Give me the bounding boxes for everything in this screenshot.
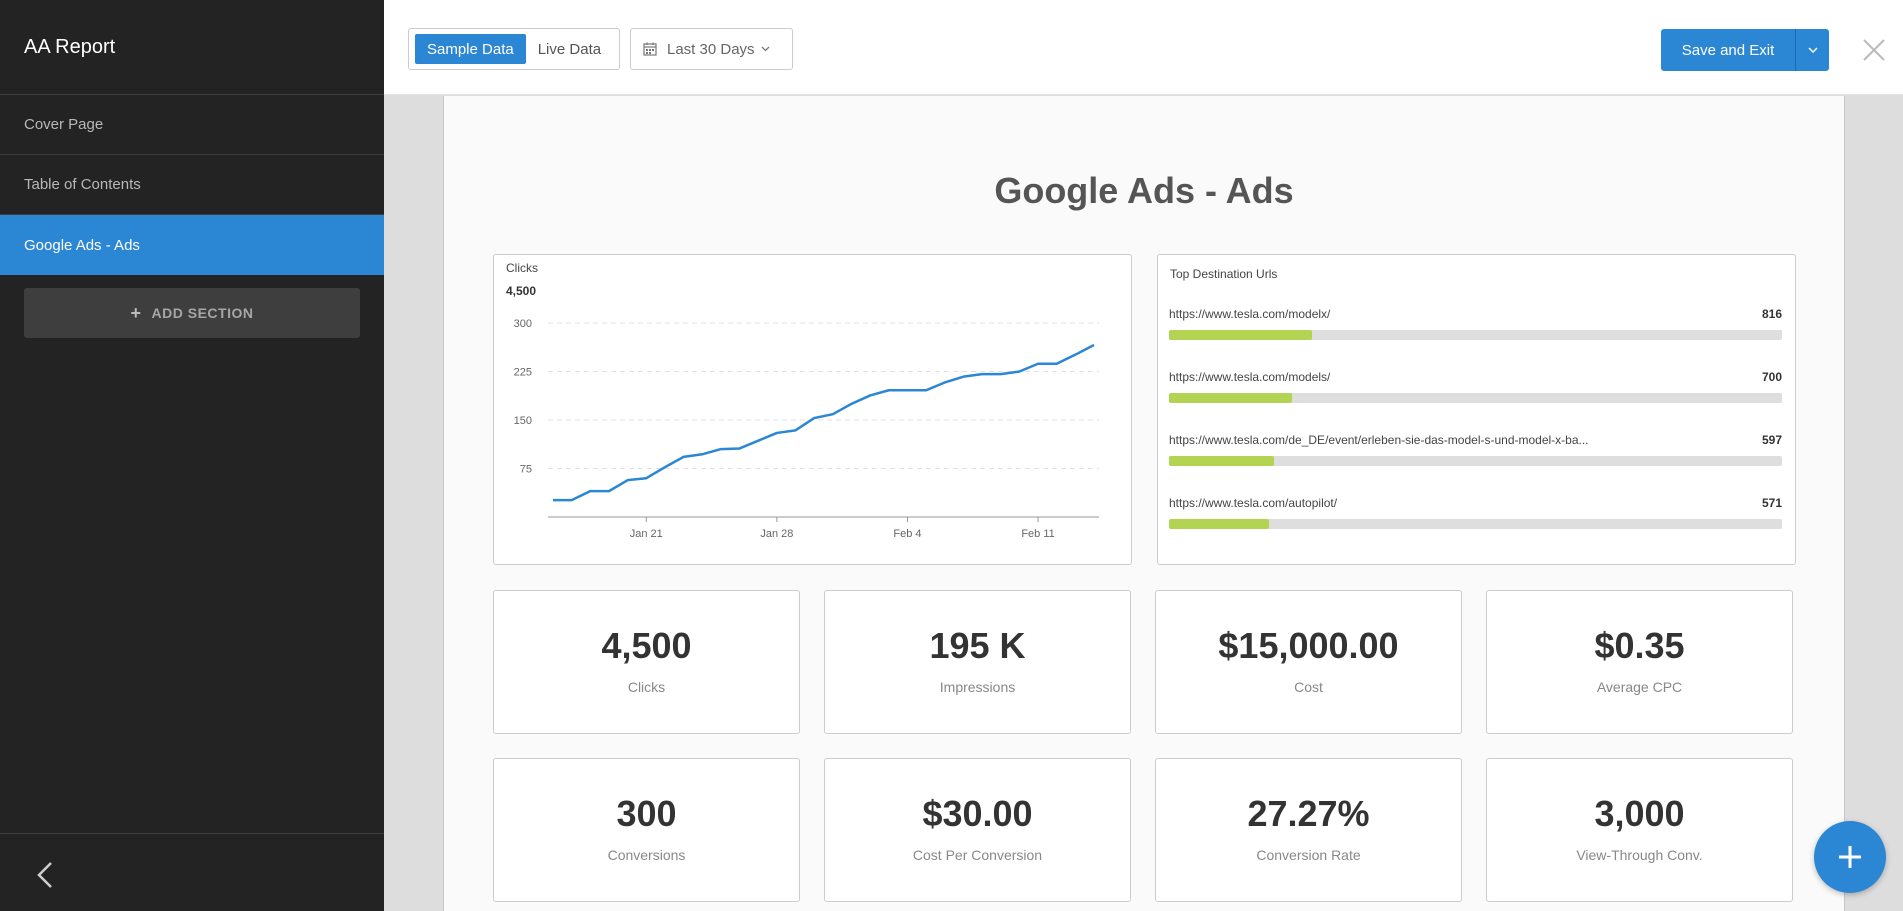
kpi-card[interactable]: 300 Conversions xyxy=(493,758,800,902)
kpi-value: $30.00 xyxy=(922,793,1033,834)
url-bar-fill xyxy=(1169,393,1292,403)
chevron-down-icon xyxy=(1807,47,1818,53)
live-data-button[interactable]: Live Data xyxy=(537,40,602,58)
save-and-exit-button[interactable]: Save and Exit xyxy=(1661,29,1795,71)
sidebar-item-google-ads-ads[interactable]: Google Ads - Ads xyxy=(0,215,384,275)
kpi-card[interactable]: $30.00 Cost Per Conversion xyxy=(824,758,1131,902)
sidebar-footer xyxy=(0,833,384,911)
y-tick-label: 150 xyxy=(514,415,532,427)
plus-icon xyxy=(1839,846,1861,868)
kpi-card[interactable]: 195 K Impressions xyxy=(824,590,1131,734)
sample-data-button[interactable]: Sample Data xyxy=(415,34,526,64)
url-text: https://www.tesla.com/de_DE/event/erlebe… xyxy=(1169,433,1589,447)
clicks-series-line xyxy=(553,343,1095,502)
kpi-value: 4,500 xyxy=(601,625,692,666)
x-tick-label: Feb 11 xyxy=(1021,528,1054,540)
x-tick-label: Jan 21 xyxy=(630,528,663,540)
kpi-card[interactable]: $0.35 Average CPC xyxy=(1486,590,1793,734)
clicks-chart-widget[interactable]: Clicks 4,500 300 225 150 75 Jan 21 Jan 28 Feb … xyxy=(493,254,1132,565)
url-text: https://www.tesla.com/models/ xyxy=(1169,370,1331,384)
x-tick-label: Jan 28 xyxy=(760,528,793,540)
clicks-line-chart: 300 225 150 75 Jan 21 Jan 28 Feb 4 Feb 11 xyxy=(514,318,1099,540)
kpi-card[interactable]: 27.27% Conversion Rate xyxy=(1155,758,1462,902)
page-title: Google Ads - Ads xyxy=(994,170,1294,211)
kpi-label: Impressions xyxy=(939,679,1016,695)
url-value: 700 xyxy=(1761,370,1782,384)
url-text: https://www.tesla.com/modelx/ xyxy=(1169,307,1331,321)
kpi-label: Cost Per Conversion xyxy=(912,847,1043,863)
url-bar-track xyxy=(1169,456,1782,466)
top-toolbar: Sample Data Live Data Last 30 Days Save … xyxy=(384,0,1903,95)
kpi-card[interactable]: $15,000.00 Cost xyxy=(1155,590,1462,734)
urls-title: Top Destination Urls xyxy=(1170,267,1278,281)
kpi-value: 300 xyxy=(616,793,677,834)
close-button[interactable] xyxy=(1860,36,1888,64)
url-bar-fill xyxy=(1169,456,1274,466)
sidebar-item-table-of-contents[interactable]: Table of Contents xyxy=(0,155,384,215)
calendar-icon xyxy=(643,42,657,56)
y-tick-label: 300 xyxy=(514,318,532,330)
kpi-label: Average CPC xyxy=(1596,679,1683,695)
kpi-value: 27.27% xyxy=(1247,793,1370,834)
save-options-dropdown[interactable] xyxy=(1795,29,1829,71)
chart-title: Clicks xyxy=(506,261,538,275)
report-title: AA Report xyxy=(0,0,384,95)
chevron-left-icon xyxy=(37,862,52,888)
top-destination-urls-widget[interactable]: Top Destination Urls https://www.tesla.c… xyxy=(1157,254,1796,565)
url-bar-track xyxy=(1169,519,1782,529)
data-source-toggle: Sample Data Live Data xyxy=(408,28,621,70)
kpi-value: $0.35 xyxy=(1594,625,1685,666)
url-value: 816 xyxy=(1761,307,1782,321)
sidebar-item-cover-page[interactable]: Cover Page xyxy=(0,95,384,155)
kpi-card[interactable]: 3,000 View-Through Conv. xyxy=(1486,758,1793,902)
url-value: 597 xyxy=(1761,433,1782,447)
date-range-label: Last 30 Days xyxy=(667,40,755,58)
report-page: Google Ads - Ads Clicks 4,500 300 225 150 7… xyxy=(443,96,1845,911)
url-bar-track xyxy=(1169,330,1782,340)
sidebar: AA Report Cover Page Table of Contents G… xyxy=(0,0,384,911)
add-section-button[interactable]: + ADD SECTION xyxy=(24,288,360,338)
collapse-sidebar-button[interactable] xyxy=(34,860,58,890)
kpi-label: Conversions xyxy=(607,847,686,863)
url-bar-fill xyxy=(1169,519,1269,529)
url-bar-track xyxy=(1169,393,1782,403)
add-section-label: ADD SECTION xyxy=(151,305,254,321)
date-range-button[interactable]: Last 30 Days xyxy=(630,28,793,70)
save-button-group: Save and Exit xyxy=(1661,29,1829,71)
y-tick-label: 225 xyxy=(514,367,532,379)
kpi-label: Clicks xyxy=(627,679,666,695)
kpi-value: 3,000 xyxy=(1594,793,1685,834)
kpi-label: Cost xyxy=(1294,679,1323,695)
url-value: 571 xyxy=(1761,496,1782,510)
close-icon xyxy=(1863,39,1885,61)
x-tick-label: Feb 4 xyxy=(893,528,921,540)
kpi-label: View-Through Conv. xyxy=(1576,847,1703,863)
add-widget-button[interactable] xyxy=(1814,821,1886,893)
kpi-card[interactable]: 4,500 Clicks xyxy=(493,590,800,734)
url-bar-fill xyxy=(1169,330,1312,340)
kpi-value: 195 K xyxy=(929,625,1026,666)
plus-icon: + xyxy=(130,302,142,323)
chevron-down-icon xyxy=(761,46,770,52)
url-text: https://www.tesla.com/autopilot/ xyxy=(1169,496,1338,510)
y-tick-label: 75 xyxy=(520,464,532,476)
kpi-value: $15,000.00 xyxy=(1218,625,1399,666)
chart-total: 4,500 xyxy=(506,284,537,298)
kpi-label: Conversion Rate xyxy=(1256,847,1361,863)
